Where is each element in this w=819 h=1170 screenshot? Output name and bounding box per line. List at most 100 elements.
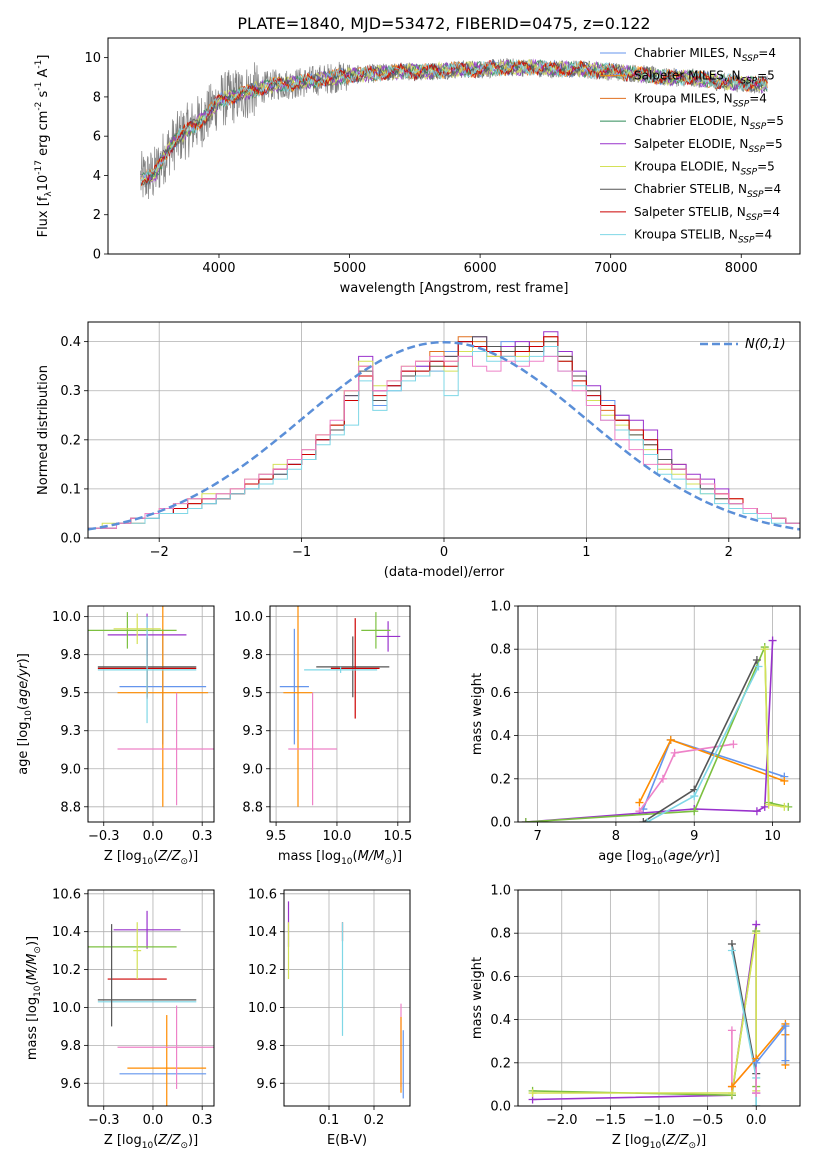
x-tick-label: 0.0 <box>143 1113 164 1128</box>
weight-marker-5 <box>752 656 761 664</box>
weight-marker-1 <box>666 735 675 744</box>
x-tick-label: −0.3 <box>88 1113 120 1128</box>
y-tick-label: 9.6 <box>256 1077 277 1092</box>
x-tick-label: 9.5 <box>266 829 287 844</box>
axes-spectrum: 4000 5000 6000 7000 8000 0 2 4 6 8 10 wavelength [A… <box>34 37 801 296</box>
y-axis-label: age [log10(age/yr)] <box>16 653 34 775</box>
histogram-6 <box>88 346 800 529</box>
legend-label-2: Kroupa MILES, NSSP=4 <box>634 91 767 109</box>
axes-residuals: −2 −1 0 1 2 0.0 0.1 0.2 0.3 0.4 (data-model)/error… <box>36 321 801 580</box>
weight-marker-5 <box>727 1026 736 1035</box>
weight-line-0 <box>532 924 757 1101</box>
x-tick-label: 2 <box>725 545 733 560</box>
y-tick-label: 10.2 <box>52 963 81 978</box>
x-axis-label: Z [log10(Z/Z⊙)] <box>104 1133 198 1151</box>
x-tick-label: 0.2 <box>364 1113 385 1128</box>
axes-EBV-mass: 0.1 0.2 9.6 9.8 10.0 10.2 10.4 10.6 E(B-V) <box>248 887 411 1148</box>
y-tick-label: 0.6 <box>490 686 511 701</box>
y-tick-label: 0.4 <box>490 729 511 744</box>
axes-frame <box>87 605 215 823</box>
weight-marker-2 <box>729 740 738 749</box>
y-tick-label: 0.4 <box>60 335 81 350</box>
x-tick-label: 0.3 <box>192 1113 213 1128</box>
x-tick-label: 10.5 <box>383 829 412 844</box>
x-tick-label: 0.1 <box>319 1113 340 1128</box>
weight-marker-1 <box>780 776 789 785</box>
y-tick-label: 9.5 <box>242 686 263 701</box>
y-tick-label: 0.3 <box>60 384 81 399</box>
axes-Z-mass: −0.3 0.0 0.3 9.6 9.8 10.0 10.2 10.4 10.6 Z [log10… <box>25 887 215 1151</box>
y-tick-label: 10.0 <box>248 1001 277 1016</box>
plot-area-Z-mass <box>88 910 214 1106</box>
y-tick-label: 9.8 <box>256 1039 277 1054</box>
x-tick-label: 0 <box>440 545 448 560</box>
axes-Z-age: −0.3 0.0 0.3 8.8 9.0 9.3 9.5 9.8 10.0 Z [log10(Z/… <box>16 605 215 867</box>
weight-marker-2 <box>670 748 679 757</box>
x-tick-label: 0.0 <box>746 1113 767 1128</box>
legend-label-1: Salpeter MILES, NSSP=5 <box>634 69 775 87</box>
y-tick-label: 10.0 <box>234 610 263 625</box>
y-tick-label: 0.8 <box>490 927 511 942</box>
y-tick-label: 8 <box>93 90 101 105</box>
weight-line-4 <box>525 646 789 822</box>
x-tick-label: −0.3 <box>88 829 120 844</box>
weight-marker-5 <box>639 818 648 822</box>
legend-label-0: Chabrier MILES, NSSP=4 <box>634 46 776 64</box>
axes-frame <box>283 889 411 1107</box>
y-tick-label: 10.2 <box>248 963 277 978</box>
y-tick-label: 0.0 <box>490 1100 511 1115</box>
y-tick-label: 0.2 <box>60 433 81 448</box>
x-tick-label: −2 <box>150 545 169 560</box>
weight-marker-6 <box>754 662 763 671</box>
y-tick-label: 9.6 <box>60 1077 81 1092</box>
x-tick-label: −2.0 <box>546 1113 578 1128</box>
y-tick-label: 10.6 <box>248 887 277 902</box>
x-tick-label: 7000 <box>594 261 627 276</box>
weight-marker-4 <box>727 946 736 955</box>
weight-marker-4 <box>690 807 699 816</box>
y-tick-label: 4 <box>93 169 101 184</box>
plot-area-Z-massweight <box>528 920 790 1106</box>
model-line-5 <box>140 58 768 185</box>
y-tick-label: 0.4 <box>490 1013 511 1028</box>
y-tick-label: 0.1 <box>60 482 81 497</box>
weight-marker-4 <box>521 818 530 822</box>
weight-marker-5 <box>752 1089 761 1098</box>
y-tick-label: 9.0 <box>60 762 81 777</box>
y-tick-label: 1.0 <box>490 884 511 899</box>
weight-marker-7 <box>760 645 769 654</box>
axes-frame <box>107 37 801 255</box>
plot-area-Z-age <box>88 606 214 807</box>
legend-label-5: Kroupa ELODIE, NSSP=5 <box>634 160 775 178</box>
y-tick-label: 0.2 <box>490 772 511 787</box>
y-tick-label: 8.8 <box>60 800 81 815</box>
x-tick-label: −0.5 <box>692 1113 724 1128</box>
x-tick-label: 9 <box>690 829 698 844</box>
y-tick-label: 6 <box>93 130 101 145</box>
weight-marker-1 <box>635 798 644 807</box>
x-tick-label: −1.5 <box>595 1113 627 1128</box>
weight-marker-7 <box>781 1022 790 1031</box>
weight-marker-7 <box>752 1058 761 1067</box>
weight-marker-7 <box>764 800 773 809</box>
legend-label-6: Chabrier STELIB, NSSP=4 <box>634 182 781 200</box>
weight-marker-7 <box>781 1056 790 1065</box>
axes-frame <box>517 889 801 1107</box>
x-axis-label: E(B-V) <box>327 1133 367 1148</box>
y-tick-label: 0.2 <box>490 1056 511 1071</box>
plot-area-spectrum <box>140 58 768 200</box>
y-tick-label: 9.3 <box>242 724 263 739</box>
weight-line-2 <box>638 743 734 812</box>
x-tick-label: 8000 <box>725 261 758 276</box>
weight-marker-4 <box>752 1102 761 1106</box>
y-tick-label: 0.0 <box>490 816 511 831</box>
plot-area-EBV-mass <box>287 901 404 1099</box>
x-tick-label: 7 <box>533 829 541 844</box>
plot-area-mass-age <box>279 606 401 807</box>
plot-area-age-massweight <box>521 636 793 822</box>
x-tick-label: 8 <box>612 829 620 844</box>
y-tick-label: 9.0 <box>242 762 263 777</box>
axes-mass-age: 9.5 10.0 10.5 8.8 9.0 9.3 9.5 9.8 10.0 mass [log1… <box>234 605 412 867</box>
y-axis-label: Flux [fλ10-17 erg cm-2 s-1 A-1] <box>34 55 54 238</box>
